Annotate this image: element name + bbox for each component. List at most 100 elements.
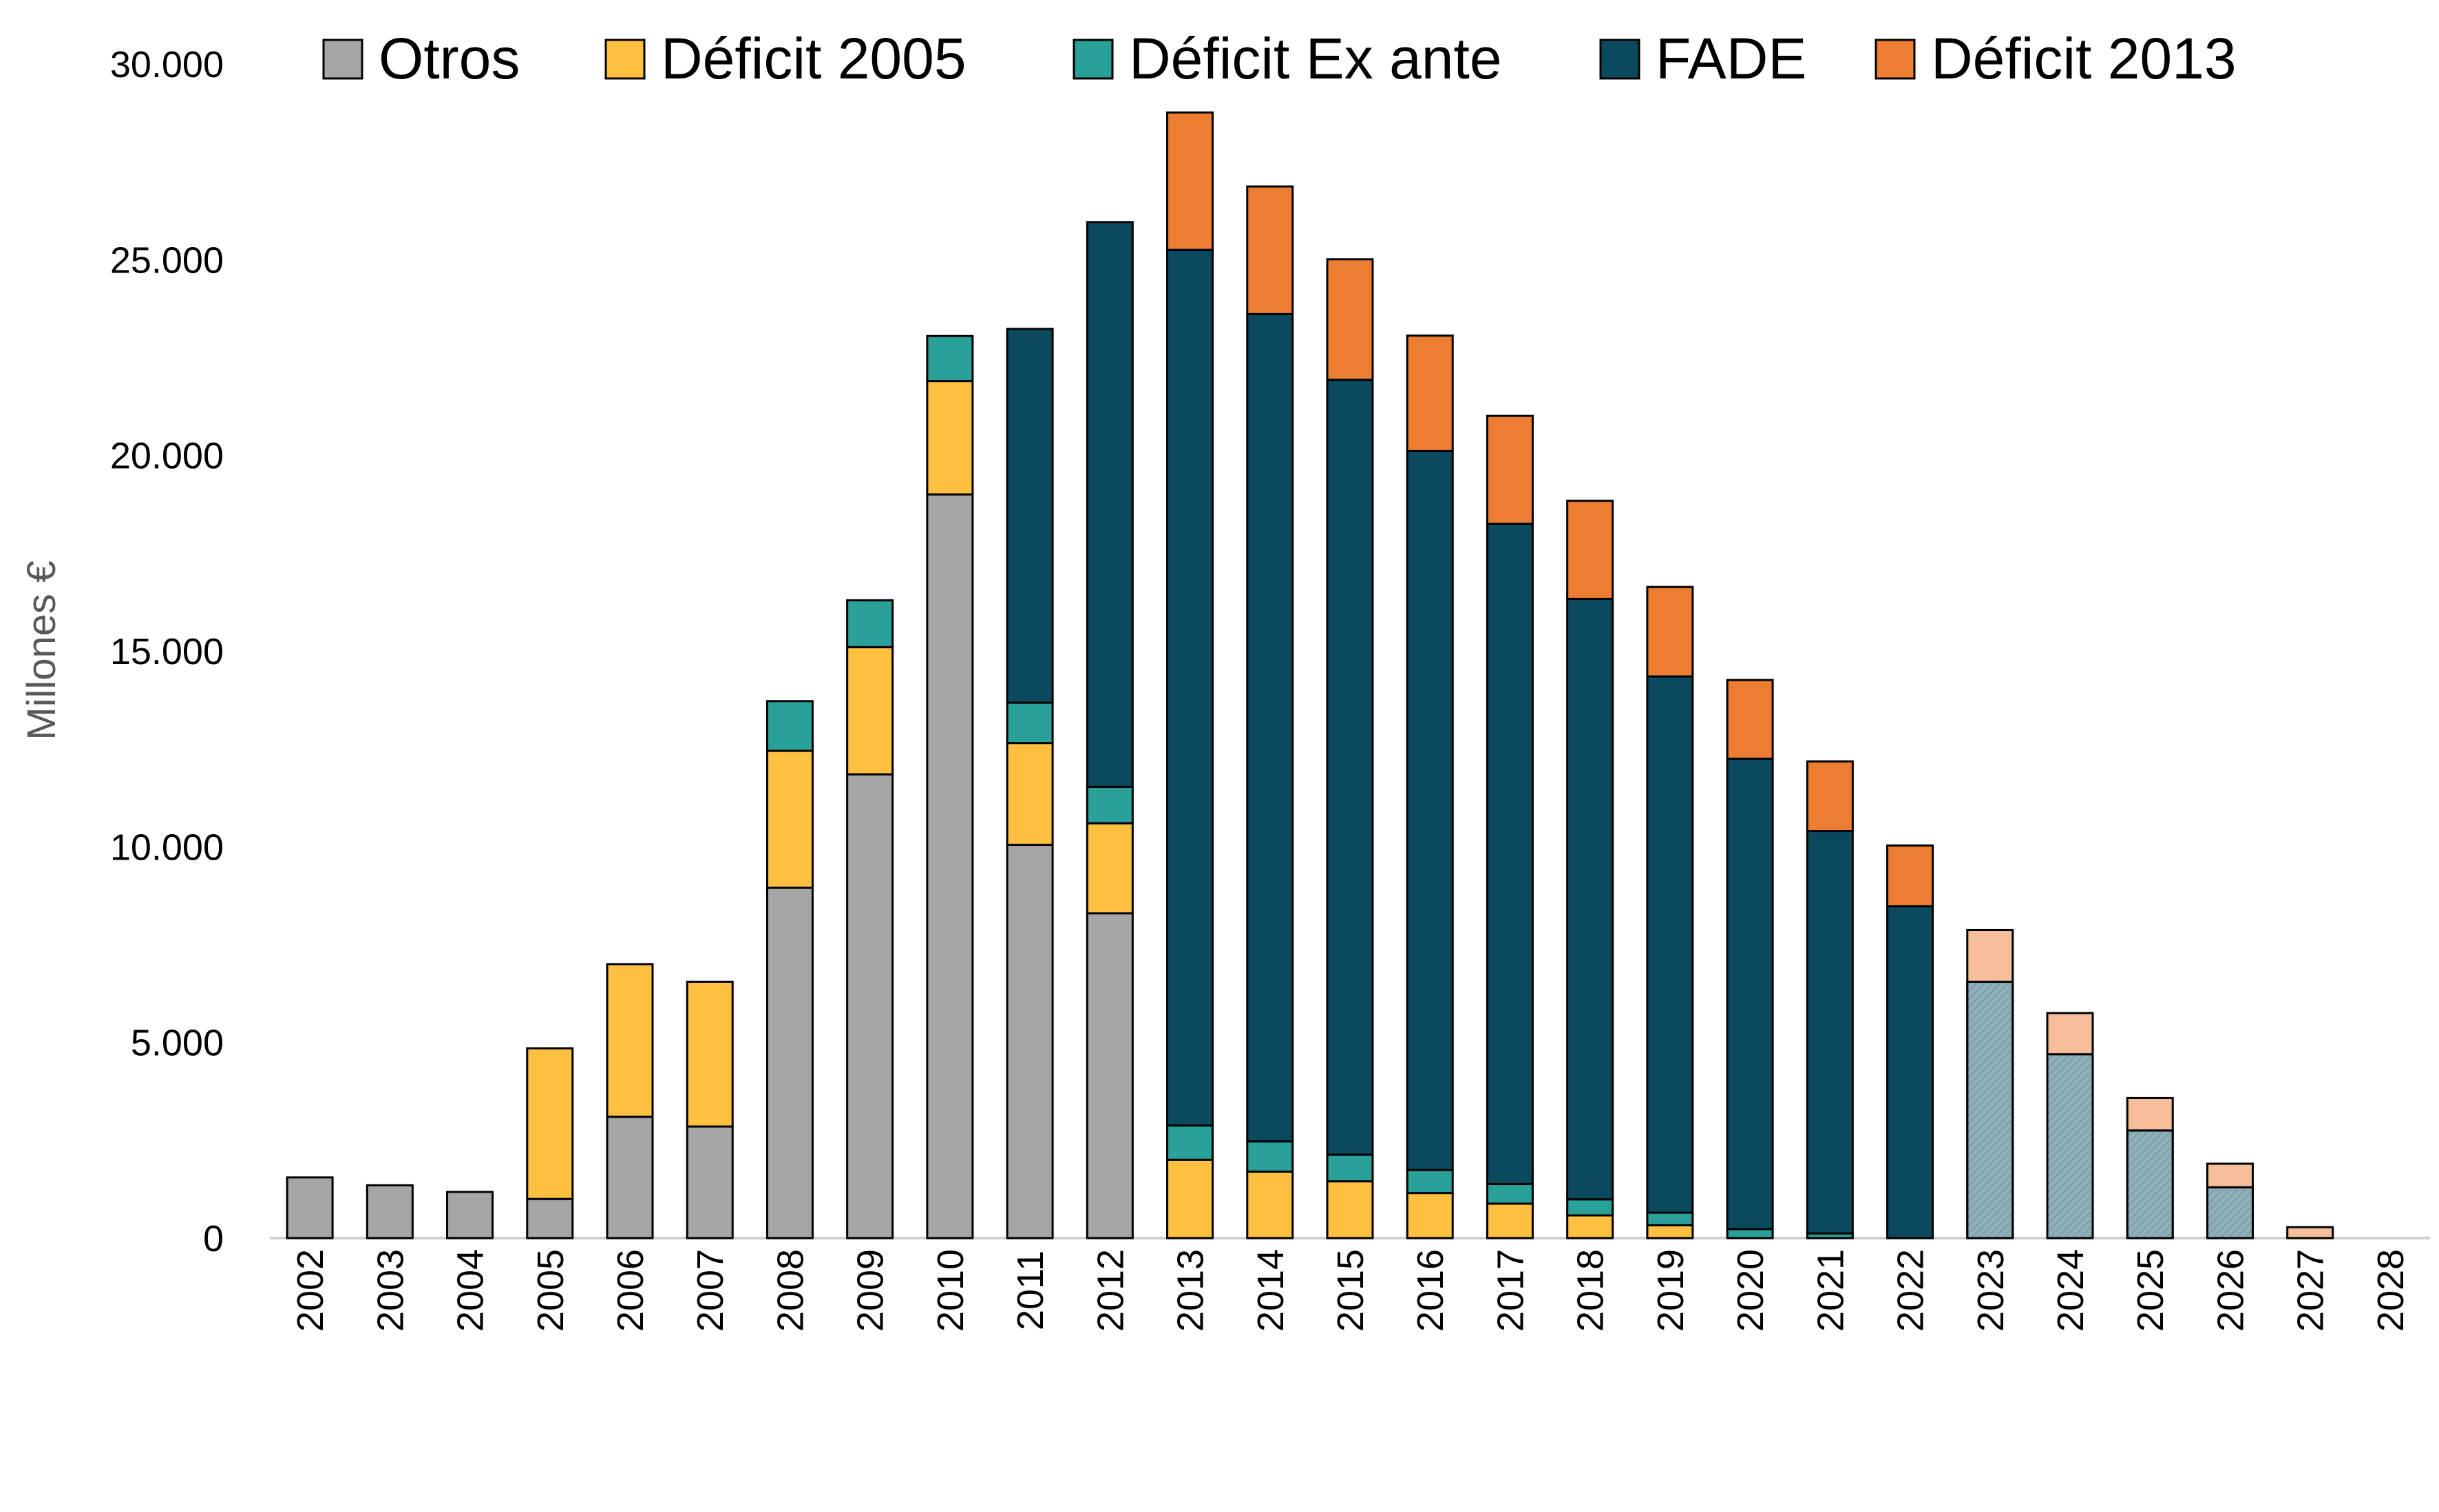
x-tick-label: 2022 [1890,1249,1932,1332]
bar-otros-2006 [606,1116,654,1239]
bar-deficit-2013-2014 [1246,185,1294,315]
bar-deficit-ex-ante-2013 [1166,1124,1214,1161]
bar-deficit-2013-2021 [1806,760,1854,833]
bar-fade-2017 [1486,522,1534,1186]
x-tick-label: 2007 [690,1249,731,1332]
bar-deficit-2013-2019 [1646,586,1694,678]
x-tick-label: 2024 [2050,1249,2091,1332]
bar-otros-2005 [526,1197,574,1239]
legend-label: Déficit Ex ante [1129,26,1502,91]
bar-fade-2019 [1646,675,1694,1214]
bar-otros-2003 [366,1184,414,1239]
x-tick-label: 2010 [930,1249,971,1332]
bar-fade-2014 [1246,312,1294,1143]
bar-deficit-2005-2007 [686,981,734,1128]
x-tick-label: 2002 [290,1249,331,1332]
y-tick-label: 15.000 [110,631,224,672]
bar-deficit-2013-2020 [1726,679,1774,760]
bar-deficit-ex-ante-2018 [1566,1198,1614,1217]
bar-deficit-2013-2017 [1486,414,1534,525]
bar-otros-2011 [1006,843,1054,1239]
bar-fade-2013 [1166,248,1214,1127]
y-tick-label: 25.000 [110,239,224,281]
bar-deficit-2013-2023 [1966,928,2014,983]
bar-deficit-ex-ante-2017 [1486,1183,1534,1205]
bar-deficit-2005-2009 [846,646,894,776]
bar-fade-2012 [1086,221,1134,788]
bar-deficit-ex-ante-2009 [846,599,894,648]
legend-swatch [604,39,646,80]
x-tick-label: 2006 [610,1249,651,1332]
bar-fade-2011 [1006,328,1054,704]
bar-deficit-2005-2015 [1326,1180,1374,1239]
bar-deficit-2013-2025 [2126,1096,2174,1132]
bar-deficit-2005-2012 [1086,822,1134,915]
x-tick-label: 2005 [530,1249,571,1332]
legend-swatch [1073,39,1114,80]
legend: Otros Déficit 2005 Déficit Ex ante FADE Défi… [322,26,2237,91]
bars [286,111,2334,1239]
legend-item-deficit-ex-ante: Déficit Ex ante [1073,26,1502,91]
x-tick-label: 2025 [2130,1249,2171,1332]
x-tick-label: 2013 [1170,1249,1212,1332]
legend-swatch [1599,39,1640,80]
bar-deficit-2013-2018 [1566,500,1614,600]
bar-deficit-ex-ante-2012 [1086,785,1134,824]
bar-hatch-otros-2026 [2206,1186,2254,1239]
bar-deficit-ex-ante-2010 [926,334,974,383]
bar-deficit-2013-2027 [2286,1226,2334,1239]
bar-deficit-2013-2013 [1166,111,1214,251]
legend-item-otros: Otros [322,26,520,91]
legend-swatch [322,39,363,80]
bar-deficit-2005-2017 [1486,1202,1534,1239]
bar-deficit-2005-2005 [526,1047,574,1200]
bar-deficit-2005-2014 [1246,1170,1294,1239]
bar-deficit-ex-ante-2020 [1726,1228,1774,1239]
bar-otros-2004 [446,1191,494,1239]
bar-deficit-2013-2026 [2206,1162,2254,1189]
x-tick-label: 2003 [370,1249,411,1332]
bar-deficit-ex-ante-2015 [1326,1153,1374,1183]
legend-swatch [1875,39,1916,80]
bar-deficit-ex-ante-2014 [1246,1140,1294,1173]
bar-fade-2020 [1726,757,1774,1231]
bar-deficit-2005-2008 [766,749,814,889]
bar-deficit-ex-ante-2008 [766,700,814,752]
y-tick-label: 5.000 [131,1023,224,1064]
x-tick-label: 2026 [2210,1249,2251,1332]
y-tick-label: 20.000 [110,436,224,477]
bar-deficit-2013-2015 [1326,258,1374,381]
x-tick-label: 2012 [1090,1249,1131,1332]
bar-deficit-ex-ante-2016 [1406,1169,1454,1195]
bar-fade-2021 [1806,830,1854,1235]
x-tick-label: 2027 [2290,1249,2332,1332]
bar-deficit-2013-2024 [2046,1012,2094,1056]
bar-fade-2018 [1566,597,1614,1201]
x-tick-label: 2028 [2370,1249,2411,1332]
bar-otros-2012 [1086,912,1134,1239]
legend-item-deficit-2013: Déficit 2013 [1875,26,2237,91]
bar-deficit-2005-2013 [1166,1158,1214,1239]
x-tick-label: 2011 [1010,1250,1051,1330]
x-tick-label: 2004 [450,1249,492,1332]
x-tick-label: 2008 [770,1249,811,1332]
bar-hatch-otros-2023 [1966,981,2014,1239]
bar-deficit-2005-2010 [926,380,974,496]
bar-deficit-2005-2006 [606,963,654,1118]
bar-otros-2007 [686,1125,734,1239]
bar-deficit-2005-2016 [1406,1192,1454,1239]
bar-hatch-otros-2025 [2126,1129,2174,1239]
legend-label: Déficit 2013 [1931,26,2237,91]
bar-deficit-2013-2016 [1406,334,1454,452]
bar-otros-2002 [286,1176,334,1239]
bar-deficit-ex-ante-2019 [1646,1211,1694,1226]
bar-deficit-2013-2022 [1886,844,1934,908]
y-tick-label: 30.000 [110,44,224,85]
legend-label: Otros [379,26,520,91]
x-tick-label: 2017 [1490,1249,1531,1332]
bar-hatch-otros-2024 [2046,1053,2094,1239]
bar-fade-2016 [1406,449,1454,1171]
legend-label: FADE [1656,26,1806,91]
